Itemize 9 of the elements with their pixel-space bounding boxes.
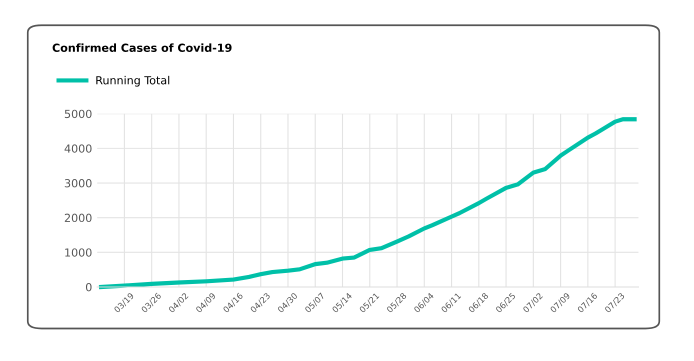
y-tick-label: 5000 xyxy=(64,110,92,118)
legend-label: Running Total xyxy=(96,76,170,87)
y-tick-label: 1000 xyxy=(65,248,92,257)
y-tick-label: 3000 xyxy=(64,179,92,188)
chart-title: Confirmed Cases of Covid-19 xyxy=(52,43,232,52)
y-tick-label: 4000 xyxy=(64,144,92,153)
y-tick-label: 2000 xyxy=(64,214,92,222)
y-tick-label: 0 xyxy=(86,282,92,292)
line-series xyxy=(98,117,637,290)
